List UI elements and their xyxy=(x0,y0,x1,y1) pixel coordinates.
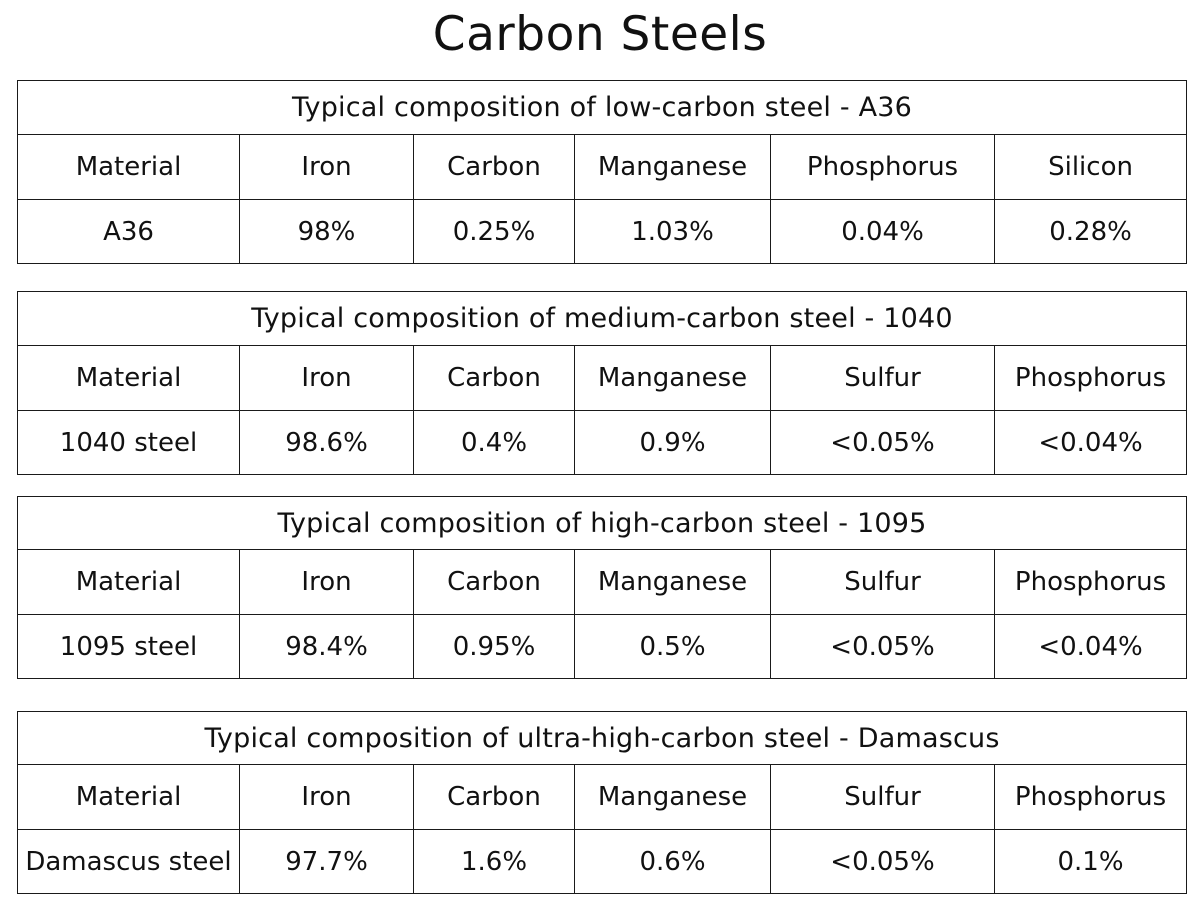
header-cell-material: Material xyxy=(17,134,240,200)
cell-material: 1040 steel xyxy=(17,410,240,475)
header-cell-iron: Iron xyxy=(239,345,414,411)
table-header-row: Material Iron Carbon Manganese Sulfur Ph… xyxy=(17,764,1188,830)
header-cell-phosphorus: Phosphorus xyxy=(993,345,1188,411)
cell-manganese: 0.5% xyxy=(574,614,771,679)
header-cell-sulfur: Sulfur xyxy=(770,345,995,411)
table-caption-row: Typical composition of ultra-high-carbon… xyxy=(16,711,1188,765)
cell-iron: 98.6% xyxy=(239,410,414,475)
header-cell-manganese: Manganese xyxy=(574,345,771,411)
cell-sulfur: <0.05% xyxy=(770,614,995,679)
cell-carbon: 0.25% xyxy=(413,199,575,264)
table-caption: Typical composition of low-carbon steel … xyxy=(16,80,1188,135)
table-header-row: Material Iron Carbon Manganese Phosphoru… xyxy=(17,134,1188,200)
cell-material: 1095 steel xyxy=(17,614,240,679)
header-cell-carbon: Carbon xyxy=(413,345,575,411)
cell-silicon: 0.28% xyxy=(993,199,1188,264)
table-row: 1095 steel 98.4% 0.95% 0.5% <0.05% <0.04… xyxy=(17,614,1188,679)
cell-sulfur: <0.05% xyxy=(770,829,995,894)
header-cell-carbon: Carbon xyxy=(413,549,575,615)
header-cell-carbon: Carbon xyxy=(413,764,575,830)
header-cell-iron: Iron xyxy=(239,549,414,615)
cell-iron: 97.7% xyxy=(239,829,414,894)
cell-iron: 98% xyxy=(239,199,414,264)
cell-manganese: 1.03% xyxy=(574,199,771,264)
cell-phosphorus: 0.1% xyxy=(993,829,1188,894)
table-caption: Typical composition of ultra-high-carbon… xyxy=(16,711,1188,765)
cell-phosphorus: <0.04% xyxy=(993,614,1188,679)
composition-table-medium-carbon: Typical composition of medium-carbon ste… xyxy=(16,291,1188,475)
table-row: A36 98% 0.25% 1.03% 0.04% 0.28% xyxy=(17,199,1188,264)
cell-phosphorus: <0.04% xyxy=(993,410,1188,475)
header-cell-phosphorus: Phosphorus xyxy=(993,764,1188,830)
header-cell-iron: Iron xyxy=(239,764,414,830)
cell-sulfur: <0.05% xyxy=(770,410,995,475)
composition-table-low-carbon: Typical composition of low-carbon steel … xyxy=(16,80,1188,264)
cell-carbon: 0.95% xyxy=(413,614,575,679)
table-row: 1040 steel 98.6% 0.4% 0.9% <0.05% <0.04% xyxy=(17,410,1188,475)
header-cell-manganese: Manganese xyxy=(574,764,771,830)
cell-iron: 98.4% xyxy=(239,614,414,679)
header-cell-manganese: Manganese xyxy=(574,549,771,615)
header-cell-phosphorus: Phosphorus xyxy=(993,549,1188,615)
table-header-row: Material Iron Carbon Manganese Sulfur Ph… xyxy=(17,549,1188,615)
table-header-row: Material Iron Carbon Manganese Sulfur Ph… xyxy=(17,345,1188,411)
cell-material: Damascus steel xyxy=(17,829,240,894)
cell-carbon: 1.6% xyxy=(413,829,575,894)
cell-manganese: 0.6% xyxy=(574,829,771,894)
cell-phosphorus: 0.04% xyxy=(770,199,995,264)
header-cell-sulfur: Sulfur xyxy=(770,549,995,615)
table-caption-row: Typical composition of low-carbon steel … xyxy=(16,80,1188,135)
header-cell-carbon: Carbon xyxy=(413,134,575,200)
cell-carbon: 0.4% xyxy=(413,410,575,475)
header-cell-material: Material xyxy=(17,764,240,830)
table-caption-row: Typical composition of high-carbon steel… xyxy=(16,496,1188,550)
table-caption: Typical composition of high-carbon steel… xyxy=(16,496,1188,550)
page-title: Carbon Steels xyxy=(432,7,768,62)
table-caption: Typical composition of medium-carbon ste… xyxy=(16,291,1188,346)
header-cell-sulfur: Sulfur xyxy=(770,764,995,830)
cell-manganese: 0.9% xyxy=(574,410,771,475)
header-cell-material: Material xyxy=(17,345,240,411)
header-cell-manganese: Manganese xyxy=(574,134,771,200)
table-row: Damascus steel 97.7% 1.6% 0.6% <0.05% 0.… xyxy=(17,829,1188,894)
composition-table-ultra-high-carbon: Typical composition of ultra-high-carbon… xyxy=(16,711,1188,894)
header-cell-phosphorus: Phosphorus xyxy=(770,134,995,200)
cell-material: A36 xyxy=(17,199,240,264)
table-caption-row: Typical composition of medium-carbon ste… xyxy=(16,291,1188,346)
header-cell-silicon: Silicon xyxy=(993,134,1188,200)
header-cell-material: Material xyxy=(17,549,240,615)
header-cell-iron: Iron xyxy=(239,134,414,200)
composition-table-high-carbon: Typical composition of high-carbon steel… xyxy=(16,496,1188,679)
